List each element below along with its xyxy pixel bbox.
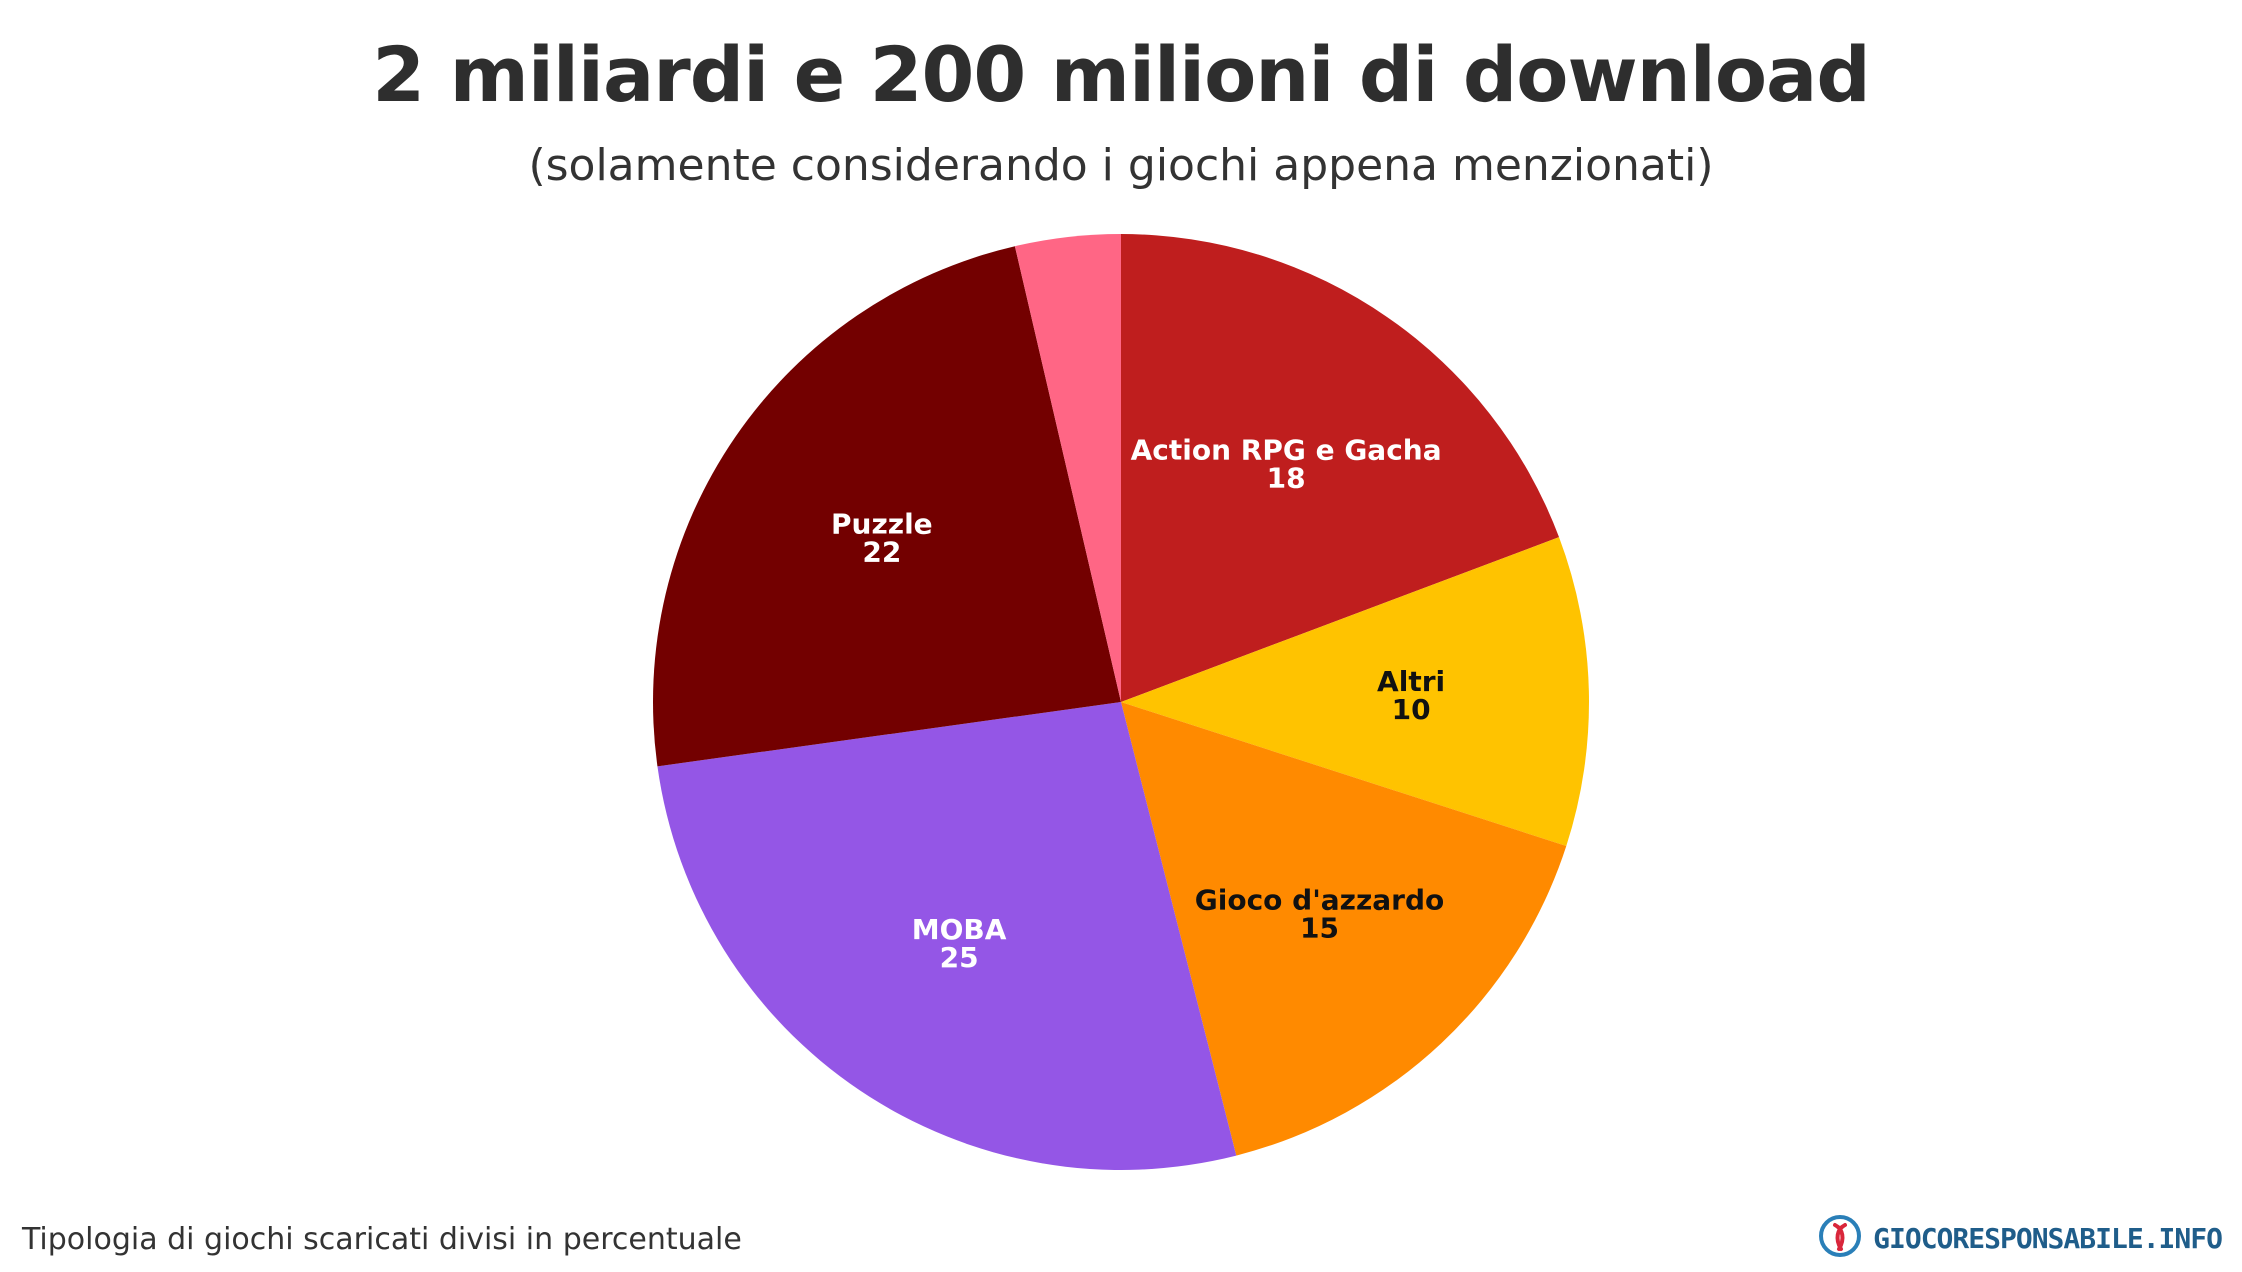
brand-logo[interactable]: GIOCORESPONSABILE.INFO [1817, 1213, 2223, 1263]
slice-label-puzzle: Puzzle [831, 508, 933, 541]
pie-slice-puzzle [653, 246, 1121, 767]
brand-text: GIOCORESPONSABILE.INFO [1873, 1221, 2223, 1255]
pie-slice-action-rpg-e-gacha [1121, 234, 1560, 702]
slice-label-altri: Altri [1377, 665, 1445, 698]
pie-slice-altri [1121, 537, 1589, 847]
slice-value-gioco-d-azzardo: 15 [1300, 912, 1339, 945]
slice-label-gioco-d-azzardo: Gioco d'azzardo [1195, 884, 1444, 917]
pie-slice-moba [657, 702, 1237, 1170]
slice-value-action-rpg-e-gacha: 18 [1267, 461, 1306, 494]
pie-slice-unlabeled [1014, 234, 1121, 702]
chart-caption: Tipologia di giochi scaricati divisi in … [22, 1222, 742, 1257]
chart-title: 2 miliardi e 200 milioni di download [372, 30, 1870, 119]
chart-subtitle: (solamente considerando i giochi appena … [528, 140, 1714, 191]
slice-label-moba: MOBA [912, 913, 1007, 946]
slice-value-puzzle: 22 [862, 536, 901, 569]
ribbon-logo-icon [1817, 1213, 1863, 1263]
slice-value-altri: 10 [1392, 693, 1431, 726]
pie-slice-gioco-d-azzardo [1121, 702, 1567, 1156]
slice-label-action-rpg-e-gacha: Action RPG e Gacha [1131, 433, 1442, 466]
slice-value-moba: 25 [940, 941, 979, 974]
